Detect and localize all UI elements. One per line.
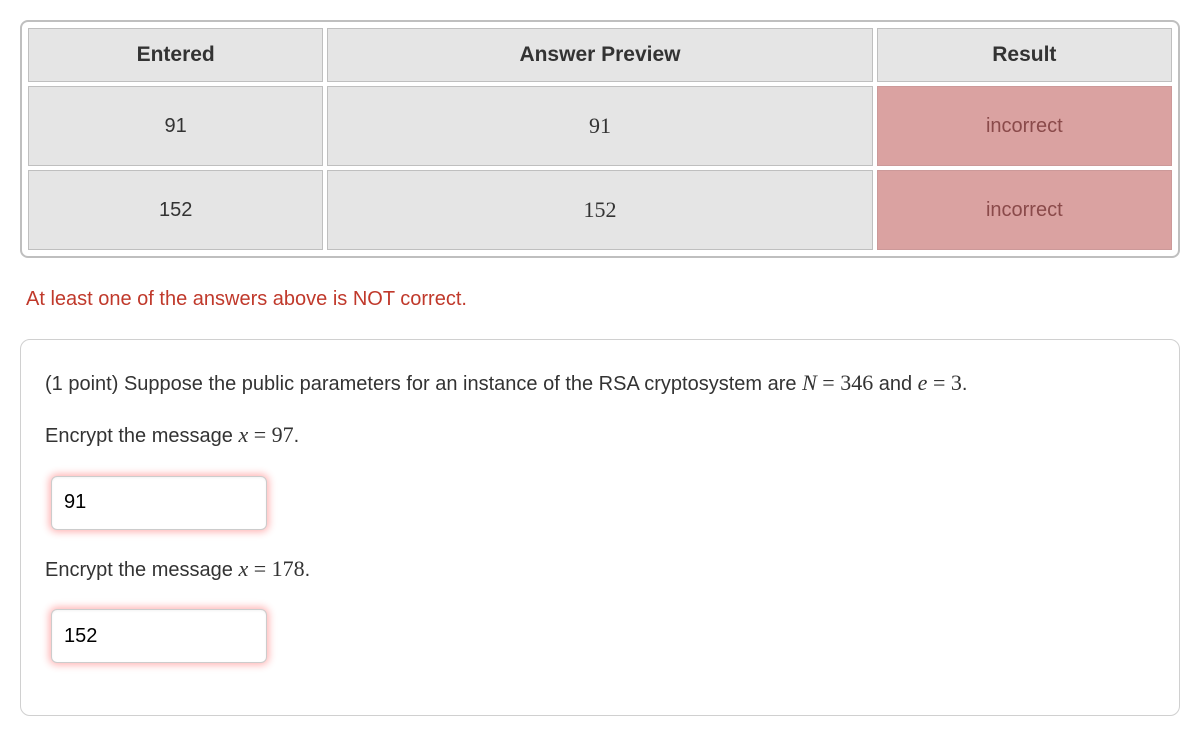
intro-text: Suppose the public parameters for an ins…	[124, 373, 802, 395]
eq-sign-2: =	[927, 370, 950, 395]
header-entered: Entered	[28, 28, 323, 82]
period: .	[962, 373, 968, 395]
cell-entered: 152	[28, 170, 323, 250]
points-label: (1 point)	[45, 373, 124, 395]
q2-value: 178	[272, 556, 305, 581]
table-row: 91 91 incorrect	[28, 86, 1172, 166]
period-2: .	[294, 425, 300, 447]
q1-prefix: Encrypt the message	[45, 425, 238, 447]
question-2: Encrypt the message x = 178.	[45, 548, 1155, 590]
problem-box: (1 point) Suppose the public parameters …	[20, 339, 1180, 716]
e-value: 3	[951, 370, 962, 395]
cell-result: incorrect	[877, 86, 1172, 166]
table-row: 152 152 incorrect	[28, 170, 1172, 250]
header-preview: Answer Preview	[327, 28, 872, 82]
eq-sign: =	[817, 370, 840, 395]
answer-input-2[interactable]	[51, 609, 267, 663]
header-result: Result	[877, 28, 1172, 82]
answer-input-1[interactable]	[51, 476, 267, 530]
cell-result: incorrect	[877, 170, 1172, 250]
cell-preview: 152	[327, 170, 872, 250]
var-x-1: x	[238, 422, 248, 447]
q1-value: 97	[272, 422, 294, 447]
eq-sign-3: =	[248, 422, 271, 447]
var-e: e	[918, 370, 928, 395]
q2-prefix: Encrypt the message	[45, 559, 238, 581]
eq-sign-4: =	[248, 556, 271, 581]
feedback-text: At least one of the answers above is NOT…	[26, 288, 1180, 311]
question-1: Encrypt the message x = 97.	[45, 414, 1155, 456]
N-value: 346	[840, 370, 873, 395]
table-header-row: Entered Answer Preview Result	[28, 28, 1172, 82]
and-text: and	[873, 373, 917, 395]
problem-statement: (1 point) Suppose the public parameters …	[45, 362, 1155, 404]
period-3: .	[305, 559, 311, 581]
results-table: Entered Answer Preview Result 91 91 inco…	[20, 20, 1180, 258]
cell-entered: 91	[28, 86, 323, 166]
var-x-2: x	[238, 556, 248, 581]
var-N: N	[802, 370, 817, 395]
cell-preview: 91	[327, 86, 872, 166]
